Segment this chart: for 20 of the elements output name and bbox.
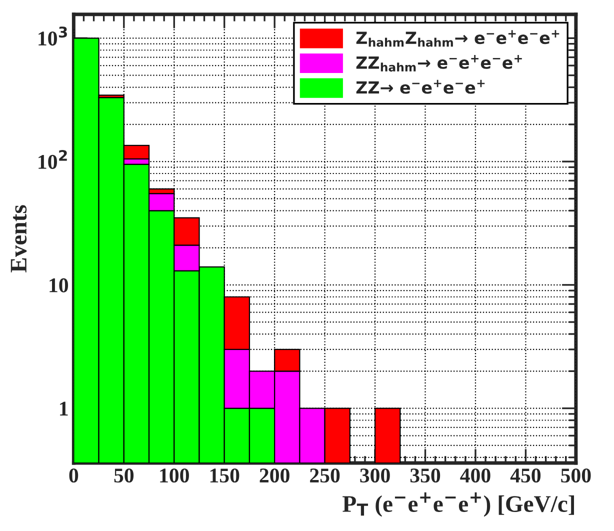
y-tick-label: 10 xyxy=(50,278,68,292)
x-tick-label: 200 xyxy=(260,468,290,483)
y-tick-label: 10$^{2}$ xyxy=(38,150,67,169)
x-tick-label: 400 xyxy=(460,468,490,483)
x-tick-label: 150 xyxy=(210,468,240,483)
x-tick-label: 350 xyxy=(410,468,440,483)
y-axis-title: Events xyxy=(10,205,27,272)
text: ZZ$_{hahm}$→ e$^{−}$e$^{+}$e$^{−}$e$^{+}$ xyxy=(356,55,522,72)
x-tick-label: 250 xyxy=(310,468,340,483)
y-tick-label: 10$^{3}$ xyxy=(38,26,67,46)
legend-label: ZZ→ e$^{−}$e$^{+}$e$^{−}$e$^{+}$ xyxy=(356,80,485,94)
x-tick-label: 50 xyxy=(114,468,134,483)
x-tick-label: 300 xyxy=(360,468,390,483)
x-tick-label: 100 xyxy=(160,468,189,483)
x-tick-label: 500 xyxy=(561,468,591,483)
text: P$_{T}$ (e$^{−}$e$^{+}$e$^{−}$e$^{+}$) [GeV/c] xyxy=(342,492,574,517)
x-tick-label: 0 xyxy=(69,468,78,483)
y-tick-label: 1 xyxy=(60,402,68,416)
x-tick-label: 450 xyxy=(510,468,541,483)
text: Z$_{hahm}$Z$_{hahm}$→ e$^{−}$e$^{+}$e$^{−}$e$^{+}$ xyxy=(356,30,560,47)
